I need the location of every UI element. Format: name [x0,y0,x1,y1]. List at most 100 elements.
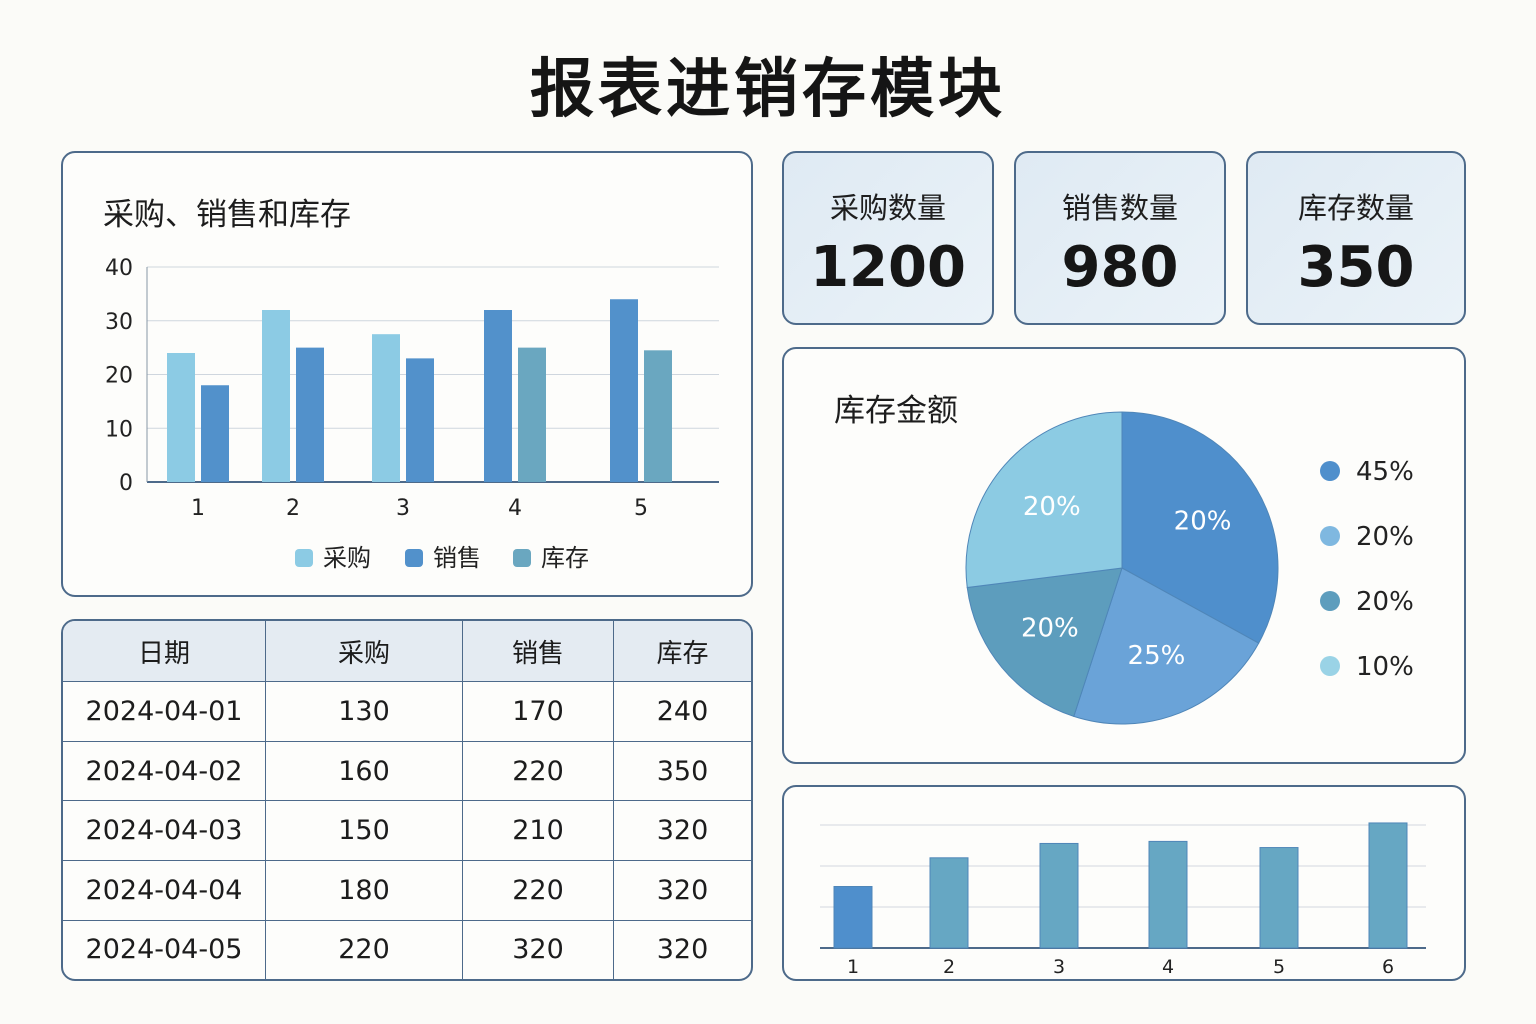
cell-date: 2024-04-01 [63,681,266,742]
bar-6 [1368,822,1408,949]
kpi-stock-value: 350 [1297,235,1415,300]
legend-dot [1320,461,1340,481]
table-row: 2024-04-04 180 220 320 [63,860,751,921]
kpi-stock-card: 库存数量 350 [1246,151,1466,325]
kpi-sales-label: 销售数量 [1061,191,1178,225]
cell-sales: 220 [462,741,614,802]
cell-date: 2024-04-05 [63,920,266,979]
kpi-sales-value: 980 [1061,235,1179,300]
bar-4 [1148,840,1188,949]
bar-销售-1 [201,385,229,482]
cell-sales: 320 [462,920,614,979]
table-row: 2024-04-03 150 210 320 [63,800,751,862]
bar-chart-panel: 采购、销售和库存 0 10 20 30 40 1 2 3 4 5 采购 销售 库存 [61,151,753,597]
pie-slice-label: 20% [1023,492,1081,522]
y-tick-label: 20 [105,364,133,389]
pie-slice-4 [965,411,1123,589]
cell-sales: 220 [462,860,614,921]
col-header-stock: 库存 [613,621,751,682]
x-tick-label: 5 [1273,956,1285,978]
kpi-purchase-value: 1200 [810,235,966,300]
y-tick-label: 40 [105,256,133,281]
col-header-date: 日期 [63,621,266,682]
bar-销售-5 [610,299,638,482]
cell-purchase: 160 [265,741,463,802]
legend-dot [1320,656,1340,676]
page-title: 报表进销存模块 [530,53,1006,127]
x-tick-label: 2 [286,496,300,521]
legend-label: 20% [1356,587,1414,617]
bar-2 [929,857,969,949]
y-tick-label: 10 [105,417,133,442]
y-tick-label: 30 [105,310,133,335]
legend-label: 采购 [323,544,371,572]
cell-stock: 240 [613,681,751,742]
col-header-sales: 销售 [462,621,614,682]
cell-date: 2024-04-02 [63,741,266,802]
kpi-sales-card: 销售数量 980 [1014,151,1226,325]
bar-chart-title: 采购、销售和库存 [103,197,351,233]
legend-label: 10% [1356,652,1414,682]
bar-采购-3 [372,334,400,482]
cell-sales: 170 [462,681,614,742]
small-bar-chart-panel: 1 2 3 4 5 6 [782,785,1466,981]
x-tick-label: 1 [847,956,859,978]
bar-采购-1 [167,353,195,482]
table-header-row: 日期 采购 销售 库存 [63,621,751,682]
legend-label: 销售 [433,544,481,572]
legend-swatch [405,549,423,567]
x-tick-label: 5 [634,496,648,521]
x-tick-label: 2 [943,956,955,978]
bar-3 [1039,842,1079,949]
table-row: 2024-04-02 160 220 350 [63,741,751,802]
x-tick-label: 1 [191,496,205,521]
pie-chart-panel: 库存金额 20% 25% 20% 20% 45% 20% 20% 10% [782,347,1466,764]
small-bar-chart: 1 2 3 4 5 6 [820,822,1426,978]
bar-销售-2 [296,347,324,482]
cell-date: 2024-04-04 [63,860,266,921]
kpi-stock-label: 库存数量 [1297,191,1414,225]
legend-label: 45% [1356,457,1414,487]
x-tick-label: 3 [1053,956,1065,978]
pie-slice-label: 20% [1021,614,1079,644]
bar-库存-4 [518,347,546,482]
col-header-purchase: 采购 [265,621,463,682]
cell-stock: 320 [656,934,709,966]
bar-库存-5 [644,350,672,482]
pie-chart-title: 库存金额 [834,393,958,429]
pie-slice-label: 20% [1174,506,1232,536]
cell-date: 2024-04-03 [63,800,266,862]
pie-slice-3 [966,567,1123,717]
cell-purchase: 220 [265,920,463,979]
legend-dot [1320,591,1340,611]
x-tick-label: 4 [508,496,522,521]
x-tick-label: 3 [396,496,410,521]
inventory-table: 日期 采购 销售 库存 2024-04-01 130 170 240 2024-… [61,619,753,981]
bar-1 [833,886,873,949]
cell-purchase: 150 [265,800,463,862]
legend-label: 20% [1356,522,1414,552]
legend-swatch [295,549,313,567]
kpi-purchase-label: 采购数量 [829,191,946,225]
legend-label: 库存 [541,544,589,572]
y-tick-label: 0 [119,471,133,496]
pie-slice-label: 25% [1128,641,1186,671]
cell-sales: 210 [462,800,614,862]
legend-dot [1320,526,1340,546]
cell-purchase: 130 [265,681,463,742]
pie-slice-1 [1121,411,1279,644]
bar-5 [1259,847,1299,949]
cell-purchase: 180 [265,860,463,921]
kpi-purchase-card: 采购数量 1200 [782,151,994,325]
cell-stock: 320 [613,800,751,862]
pie-slice-2 [1073,567,1260,725]
cell-stock: 350 [613,741,751,802]
legend-swatch [513,549,531,567]
stock-value-pie-chart: 20% 25% 20% 20% 45% 20% 20% 10% [965,411,1414,725]
x-tick-label: 6 [1382,956,1394,978]
bar-销售-4 [484,310,512,482]
cell-stock: 320 [613,860,751,921]
bar-销售-3 [406,358,434,482]
purchase-sales-stock-chart: 0 10 20 30 40 1 2 3 4 5 采购 销售 库存 [105,256,719,572]
table-row: 2024-04-01 130 170 240 [63,681,751,742]
